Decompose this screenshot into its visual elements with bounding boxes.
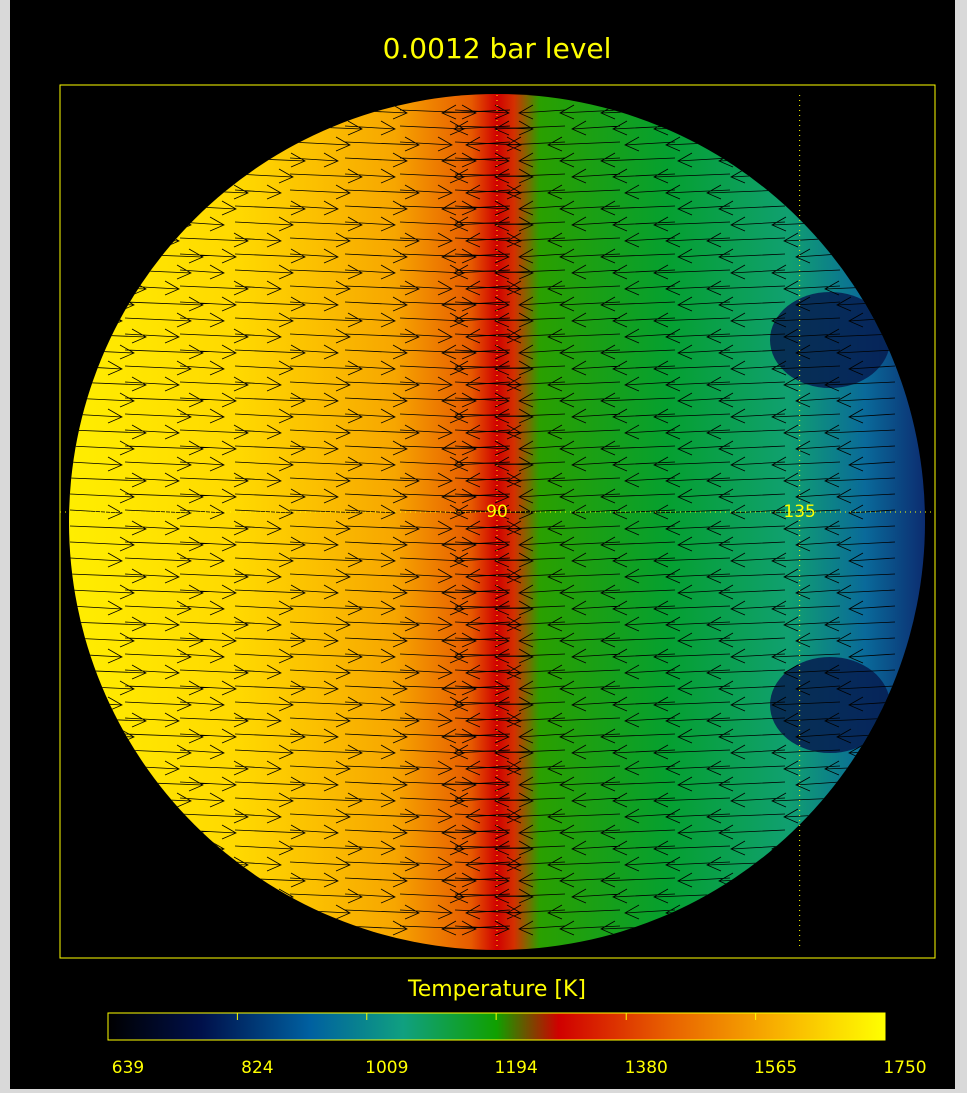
colorbar-tick-label: 824 [241, 1058, 273, 1078]
longitude-label: 135 [783, 502, 815, 522]
longitude-label: 90 [486, 502, 508, 522]
colorbar-tick-label: 639 [112, 1058, 144, 1078]
colorbar-label: Temperature [K] [407, 977, 586, 1002]
chart: 0.0012 bar level Temperature [K] 90 135 63… [0, 0, 967, 1089]
colorbar-tick-label: 1194 [495, 1058, 538, 1078]
colorbar-tick-label: 1380 [625, 1058, 668, 1078]
colorbar-tick-label: 1750 [883, 1058, 926, 1078]
colorbar-tick-label: 1009 [365, 1058, 408, 1078]
map-title: 0.0012 bar level [383, 32, 612, 65]
colorbar-tick-label: 1565 [754, 1058, 797, 1078]
page: 0.0012 bar level Temperature [K] 90 135 63… [0, 0, 967, 1093]
